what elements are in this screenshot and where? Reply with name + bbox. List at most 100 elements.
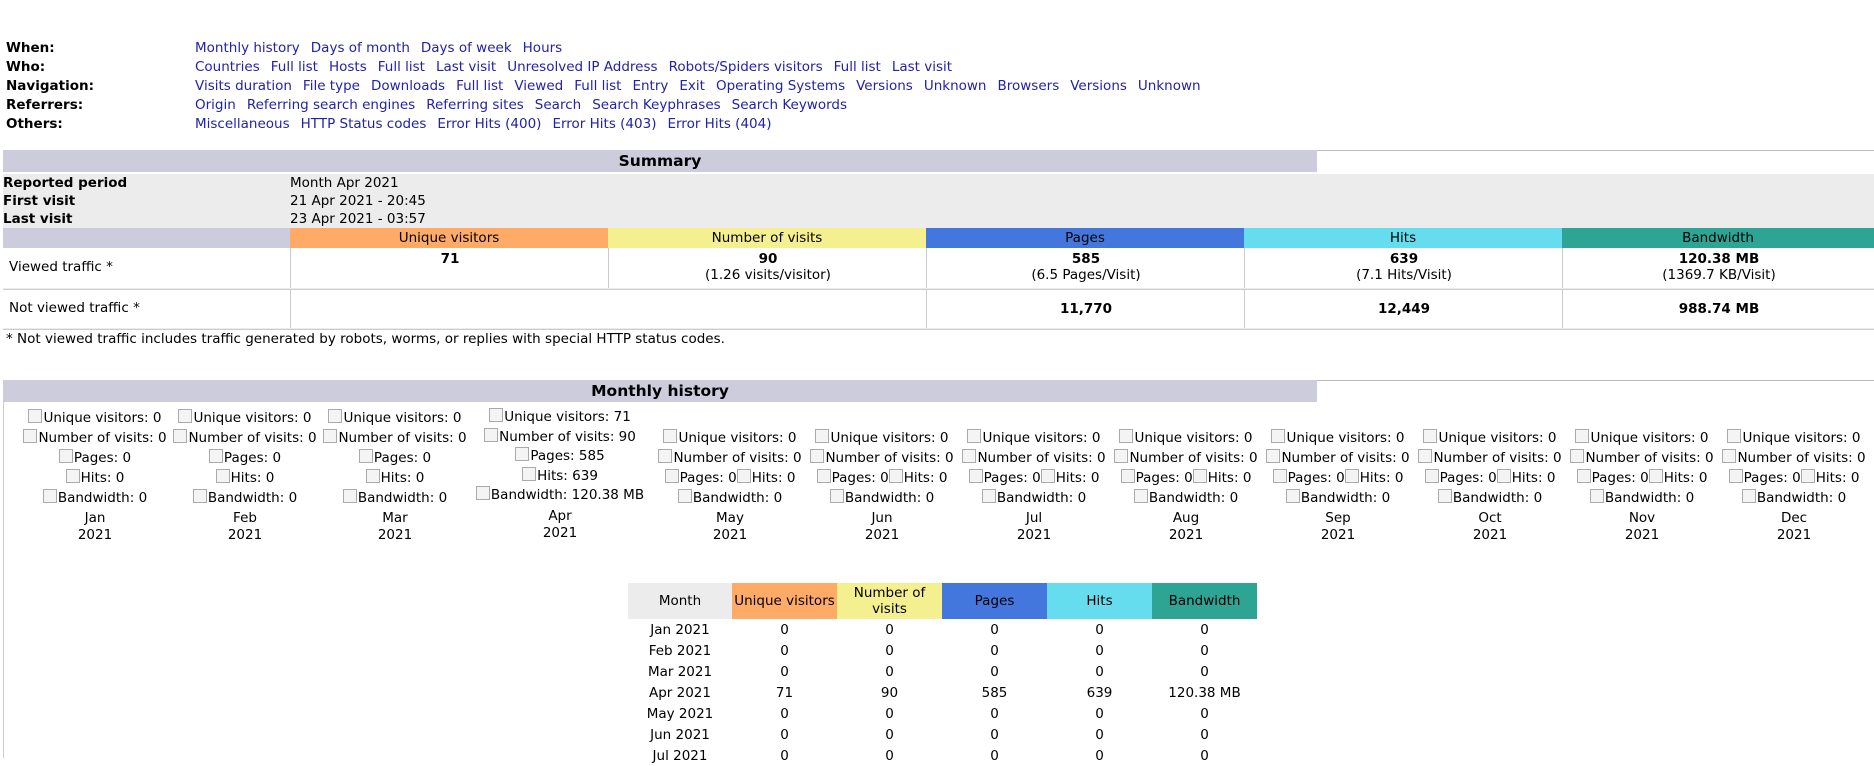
graph-value-uv: 0 bbox=[787, 430, 797, 446]
nav-link[interactable]: Unknown bbox=[923, 77, 987, 94]
graph-bar-ht: Hits: bbox=[1497, 470, 1547, 486]
nav-row-links: Visits duration File type Downloads Full li… bbox=[195, 76, 1212, 95]
nav-link[interactable]: Last visit bbox=[891, 58, 953, 75]
graph-value-pg: 0 bbox=[880, 470, 889, 486]
nav-link[interactable]: Full list bbox=[456, 77, 504, 94]
period-value: Month Apr 2021 bbox=[290, 175, 399, 191]
nav-link[interactable]: Search Keywords bbox=[731, 96, 848, 113]
year-label: 2021 bbox=[1472, 527, 1508, 543]
summary-title: Summary bbox=[3, 150, 1317, 172]
graph-value-bw: 0 bbox=[1685, 490, 1695, 506]
nav-link[interactable]: Operating Systems bbox=[715, 77, 846, 94]
nav-link[interactable]: Full list bbox=[377, 58, 425, 75]
nav-link[interactable]: Days of week bbox=[420, 39, 512, 56]
graph-value-uv: 0 bbox=[452, 410, 462, 426]
month-label: Aug bbox=[1172, 510, 1200, 526]
graph-value-uv: 0 bbox=[1091, 430, 1101, 446]
nav-link[interactable]: Hours bbox=[522, 39, 563, 56]
graph-bar-bw: Bandwidth: bbox=[678, 490, 774, 506]
not-viewed-empty-cell bbox=[290, 290, 927, 328]
viewed-nv-value: 90 bbox=[758, 251, 778, 267]
graph-bar-pg: Pages: bbox=[1273, 470, 1337, 486]
table-cell: 0 bbox=[1095, 747, 1104, 764]
table-cell: 0 bbox=[885, 621, 894, 638]
nav-link[interactable]: Referring sites bbox=[426, 96, 524, 113]
table-cell: 0 bbox=[990, 642, 999, 659]
nav-link[interactable]: Search Keyphrases bbox=[592, 96, 721, 113]
header-unique-visitors: Unique visitors bbox=[290, 228, 608, 248]
month-label: Jul bbox=[1025, 510, 1043, 526]
nav-link[interactable]: Error Hits (404) bbox=[667, 115, 772, 132]
nav-row-label: Navigation: bbox=[6, 77, 94, 94]
nav-row-label: Others: bbox=[6, 115, 63, 132]
graph-bar-nv: Number of visits: bbox=[658, 450, 793, 466]
nav-row-links: Countries Full list Hosts Full list Last vis… bbox=[195, 57, 1212, 76]
graph-value-nv: 0 bbox=[792, 450, 802, 466]
nav-link[interactable]: Versions bbox=[1070, 77, 1127, 94]
nav-link[interactable]: Visits duration bbox=[195, 77, 292, 94]
nav-link[interactable]: Error Hits (403) bbox=[552, 115, 657, 132]
table-header-ht: Hits bbox=[1047, 583, 1152, 619]
table-cell: 639 bbox=[1086, 684, 1113, 701]
nav-link[interactable]: Exit bbox=[679, 77, 705, 94]
nav-link[interactable]: Robots/Spiders visitors bbox=[668, 58, 823, 75]
graph-value-pg: 585 bbox=[578, 448, 605, 464]
not-viewed-pages: 11,770 bbox=[926, 290, 1245, 328]
month-graph-column: Unique visitors: 0 Number of visits: 0 Pag… bbox=[1262, 428, 1414, 544]
graph-value-uv: 0 bbox=[939, 430, 949, 446]
nav-link[interactable]: File type bbox=[302, 77, 360, 94]
last-visit-value: 23 Apr 2021 - 03:57 bbox=[290, 211, 426, 227]
graph-value-nv: 0 bbox=[1856, 450, 1866, 466]
viewed-traffic-row: Viewed traffic * 71 90 (1.26 visits/visi… bbox=[3, 248, 1874, 288]
nav-link[interactable]: Days of month bbox=[310, 39, 410, 56]
nav-link[interactable]: Last visit bbox=[435, 58, 497, 75]
graph-bar-bw: Bandwidth: bbox=[1438, 490, 1534, 506]
nav-link[interactable]: Full list bbox=[833, 58, 881, 75]
table-cell: 0 bbox=[780, 642, 789, 659]
nav-link[interactable]: Browsers bbox=[997, 77, 1060, 94]
year-label: 2021 bbox=[864, 527, 900, 543]
nav-link[interactable]: Unknown bbox=[1137, 77, 1201, 94]
nav-row-links: Origin Referring search engines Referring … bbox=[195, 95, 1212, 114]
nav-link[interactable]: HTTP Status codes bbox=[300, 115, 427, 132]
table-cell: 0 bbox=[1200, 663, 1209, 680]
graph-bar-pg: Pages: bbox=[59, 450, 123, 466]
nav-link[interactable]: Downloads bbox=[370, 77, 446, 94]
nav-link[interactable]: Referring search engines bbox=[246, 96, 416, 113]
nav-link[interactable]: Full list bbox=[574, 77, 622, 94]
graph-bar-uv: Unique visitors: bbox=[1727, 430, 1851, 446]
graph-bar-nv: Number of visits: bbox=[962, 450, 1097, 466]
month-label: Nov bbox=[1628, 510, 1656, 526]
nav-link[interactable]: Countries bbox=[195, 58, 260, 75]
nav-link[interactable]: Entry bbox=[632, 77, 669, 94]
nav-link[interactable]: Error Hits (400) bbox=[437, 115, 542, 132]
nav-row: When: Monthly history Days of month Days of… bbox=[6, 38, 1212, 57]
nav-link[interactable]: Search bbox=[534, 96, 582, 113]
viewed-traffic-label: Viewed traffic * bbox=[9, 259, 113, 275]
table-cell: Jun 2021 bbox=[650, 726, 710, 743]
table-row: Jul 2021 0 0 0 0 0 bbox=[628, 745, 1257, 766]
graph-bar-ht: Hits: bbox=[1345, 470, 1395, 486]
table-cell: 0 bbox=[990, 621, 999, 638]
nav-link[interactable]: Unresolved IP Address bbox=[507, 58, 658, 75]
nav-link[interactable]: Origin bbox=[195, 96, 236, 113]
nav-link[interactable]: Miscellaneous bbox=[195, 115, 290, 132]
month-label: Apr bbox=[548, 507, 572, 524]
header-number-of-visits: Number of visits bbox=[608, 228, 926, 248]
nav-link[interactable]: Viewed bbox=[514, 77, 564, 94]
table-cell: 0 bbox=[885, 705, 894, 722]
graph-bar-uv: Unique visitors: bbox=[663, 430, 787, 446]
nav-row-label: Who: bbox=[6, 58, 46, 75]
nav-link[interactable]: Hosts bbox=[328, 58, 367, 75]
table-cell: 0 bbox=[990, 726, 999, 743]
graph-bar-bw: Bandwidth: bbox=[343, 490, 439, 506]
graph-value-uv: 0 bbox=[152, 410, 162, 426]
year-label: 2021 bbox=[77, 527, 113, 543]
graph-value-ht: 0 bbox=[786, 470, 796, 486]
nav-link[interactable]: Versions bbox=[856, 77, 913, 94]
graph-value-bw: 0 bbox=[288, 490, 298, 506]
graph-bar-uv: Unique visitors: bbox=[178, 410, 302, 426]
nav-link[interactable]: Full list bbox=[270, 58, 318, 75]
month-label: Jan bbox=[84, 510, 106, 526]
nav-link[interactable]: Monthly history bbox=[195, 39, 300, 56]
